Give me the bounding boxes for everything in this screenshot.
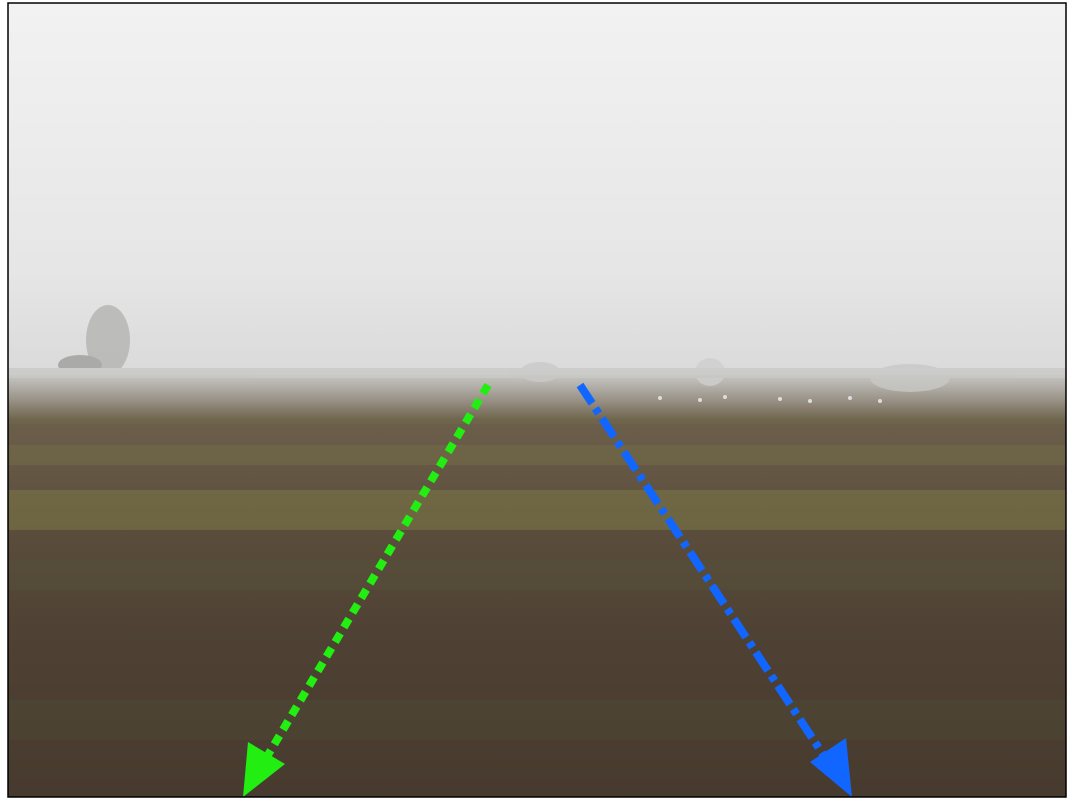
birds (658, 395, 882, 403)
field-stripe (8, 445, 1066, 465)
field-stripe (8, 700, 1066, 740)
arrow-shaft (576, 382, 834, 768)
field-stripe (8, 490, 1066, 530)
green-arrow (243, 382, 492, 797)
arrow-head (243, 742, 285, 797)
photo (8, 3, 1066, 797)
blue-arrow (576, 382, 852, 797)
distant-trees (8, 305, 1066, 392)
frame-border (7, 2, 1067, 798)
field (8, 375, 1066, 797)
arrow-head (810, 738, 852, 797)
foggy-sky (8, 3, 1066, 383)
arrow-shaft (258, 382, 492, 768)
field-stripe (8, 560, 1066, 590)
